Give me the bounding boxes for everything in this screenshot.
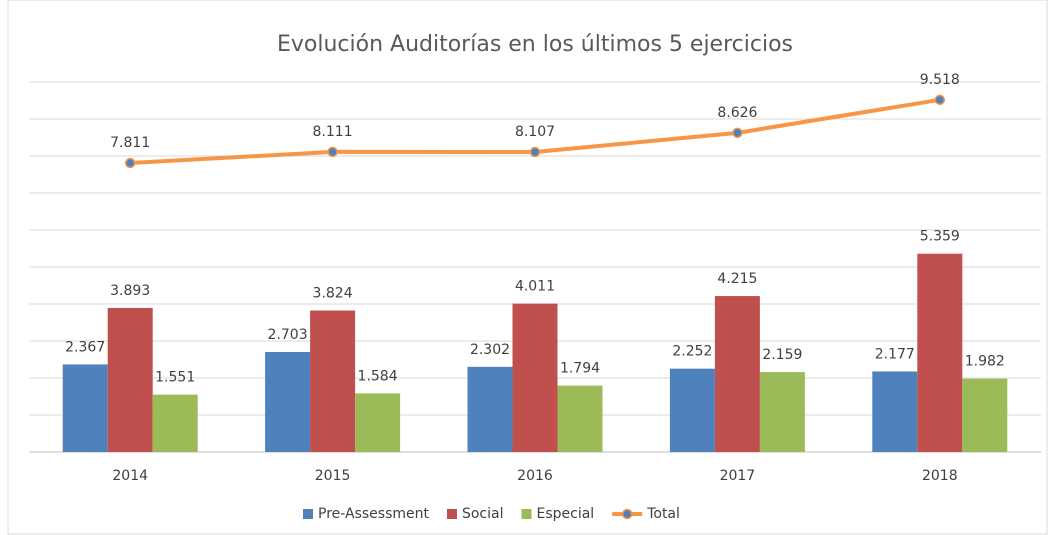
line-marker — [124, 157, 136, 169]
line-marker — [732, 127, 743, 139]
data-label: 2.367 — [65, 339, 105, 355]
legend-label: Pre-Assessment — [318, 506, 429, 522]
legend-label: Especial — [537, 506, 595, 522]
x-tick-label: 2015 — [315, 468, 351, 484]
legend-swatch — [446, 509, 457, 519]
bar — [467, 366, 513, 452]
bar — [107, 307, 153, 452]
legend-label: Total — [646, 506, 680, 522]
bar — [355, 393, 401, 452]
legend-swatch — [621, 508, 633, 520]
data-label: 5.359 — [920, 229, 960, 245]
data-label: 2.177 — [875, 346, 915, 362]
data-label: 3.824 — [313, 286, 353, 302]
chart-title: Evolución Auditorías en los últimos 5 ej… — [277, 32, 793, 57]
data-label: 2.252 — [672, 344, 712, 360]
data-label: 1.794 — [560, 361, 600, 377]
x-tick-label: 2018 — [922, 468, 958, 484]
bar — [962, 378, 1008, 452]
bar — [714, 296, 760, 452]
line-marker — [529, 146, 541, 158]
legend-swatch — [521, 509, 532, 519]
bar — [62, 364, 108, 452]
legend-swatch — [303, 509, 313, 519]
bar — [310, 310, 356, 452]
data-label: 1.551 — [155, 370, 195, 386]
bar — [872, 371, 918, 452]
bar — [512, 303, 558, 452]
data-label: 2.302 — [470, 342, 510, 358]
data-label: 1.982 — [965, 354, 1005, 370]
line-marker — [934, 94, 946, 106]
data-label: 8.626 — [717, 105, 757, 121]
data-label: 8.107 — [515, 124, 555, 140]
legend-label: Social — [462, 506, 504, 522]
data-label: 1.584 — [358, 368, 398, 384]
data-label: 3.893 — [110, 283, 150, 299]
bar — [669, 368, 715, 452]
x-tick-label: 2014 — [112, 468, 148, 484]
data-label: 2.159 — [762, 347, 802, 363]
bar — [917, 253, 963, 452]
data-label: 7.811 — [110, 135, 150, 151]
x-tick-label: 2017 — [720, 468, 756, 484]
data-label: 2.703 — [268, 327, 308, 343]
bar — [152, 394, 198, 452]
bar — [759, 372, 805, 452]
x-tick-label: 2016 — [517, 468, 553, 484]
data-label: 4.011 — [515, 279, 555, 295]
data-label: 8.111 — [313, 124, 353, 140]
line-marker — [327, 146, 338, 158]
data-label: 9.518 — [920, 72, 960, 88]
bar — [557, 385, 603, 452]
data-label: 4.215 — [717, 271, 757, 287]
bar — [265, 351, 311, 452]
